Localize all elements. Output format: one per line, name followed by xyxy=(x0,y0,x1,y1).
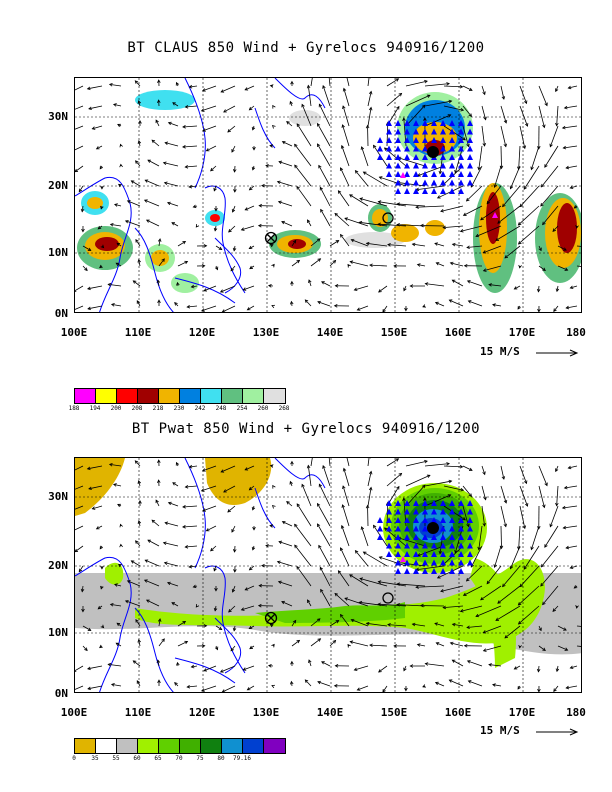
legend-swatch xyxy=(159,389,180,403)
panel-1-ylabel-30n: 30N xyxy=(48,110,68,123)
panel-2-xlabel-110e: 110E xyxy=(124,706,152,719)
panel-2-xlabel-170e: 170E xyxy=(508,706,536,719)
legend-swatch xyxy=(243,389,264,403)
panel-2-map xyxy=(74,457,582,693)
legend-swatch xyxy=(138,389,159,403)
legend-swatch xyxy=(117,389,138,403)
legend-tick-label: 248 xyxy=(215,405,227,412)
legend-tick-label: 65 xyxy=(154,755,162,762)
panel-1-ref-vector-label: 15 M/S xyxy=(480,345,520,358)
panel-2-ref-vector-arrow-icon xyxy=(536,728,579,736)
panel-1-xlabel-140e: 140E xyxy=(316,326,344,339)
legend-tick-label: 70 xyxy=(175,755,183,762)
panel-2-xlabel-140e: 140E xyxy=(316,706,344,719)
legend-swatch xyxy=(222,739,243,753)
legend-swatch xyxy=(201,389,222,403)
legend-swatch xyxy=(264,389,285,403)
panel-2-ref-vector-label: 15 M/S xyxy=(480,724,520,737)
legend-tick-label: 230 xyxy=(173,405,185,412)
legend-tick-label: 200 xyxy=(110,405,122,412)
legend-tick-label: 55 xyxy=(112,755,120,762)
panel-1-xlabel-120e: 120E xyxy=(188,326,216,339)
legend-tick-label: 260 xyxy=(257,405,269,412)
panel-1-ylabel-10n: 10N xyxy=(48,246,68,259)
panel-2-xlabel-120e: 120E xyxy=(188,706,216,719)
panel-2-ylabel-20n: 20N xyxy=(48,559,68,572)
legend-swatch xyxy=(180,739,201,753)
legend-tick-label: 60 xyxy=(133,755,141,762)
legend-tick-label: 79.16 xyxy=(232,755,252,762)
panel-2-ylabel-0n: 0N xyxy=(54,687,68,700)
legend-swatch xyxy=(96,739,117,753)
legend-swatch xyxy=(222,389,243,403)
panel-1-ylabel-20n: 20N xyxy=(48,179,68,192)
panel-1-color-legend xyxy=(74,388,286,404)
panel-1-xlabel-170e: 170E xyxy=(508,326,536,339)
panel-2-xlabel-160e: 160E xyxy=(444,706,472,719)
panel-2-title: BT Pwat 850 Wind + Gyrelocs 940916/1200 xyxy=(131,421,481,437)
panel-2-color-legend xyxy=(74,738,286,754)
legend-tick-label: 254 xyxy=(236,405,248,412)
panel-2-xlabel-180: 180 xyxy=(566,706,586,719)
legend-swatch xyxy=(96,389,117,403)
panel-2-ylabel-30n: 30N xyxy=(48,490,68,503)
panel-1-plot xyxy=(75,78,581,312)
legend-tick-label: 80 xyxy=(217,755,225,762)
legend-tick-label: 0 xyxy=(72,755,76,762)
panel-1-map xyxy=(74,77,582,313)
panel-2-plot xyxy=(75,458,581,692)
legend-swatch xyxy=(180,389,201,403)
panel-1-xlabel-150e: 150E xyxy=(380,326,408,339)
legend-tick-label: 194 xyxy=(89,405,101,412)
legend-tick-label: 242 xyxy=(194,405,206,412)
panel-1-xlabel-130e: 130E xyxy=(252,326,280,339)
panel-1-xlabel-160e: 160E xyxy=(444,326,472,339)
panel-2-xlabel-100e: 100E xyxy=(60,706,88,719)
panel-1-title: BT CLAUS 850 Wind + Gyrelocs 940916/1200 xyxy=(127,40,485,56)
panel-2-xlabel-130e: 130E xyxy=(252,706,280,719)
panel-1-ylabel-0n: 0N xyxy=(54,307,68,320)
legend-swatch xyxy=(201,739,222,753)
legend-swatch xyxy=(75,739,96,753)
panel-1-xlabel-100e: 100E xyxy=(60,326,88,339)
legend-swatch xyxy=(138,739,159,753)
panel-2-ylabel-10n: 10N xyxy=(48,626,68,639)
legend-tick-label: 188 xyxy=(68,405,80,412)
panel-2-xlabel-150e: 150E xyxy=(380,706,408,719)
legend-swatch xyxy=(243,739,264,753)
panel-1-xlabel-180: 180 xyxy=(566,326,586,339)
legend-tick-label: 268 xyxy=(278,405,290,412)
legend-swatch xyxy=(117,739,138,753)
legend-swatch xyxy=(159,739,180,753)
legend-tick-label: 208 xyxy=(131,405,143,412)
panel-1-xlabel-110e: 110E xyxy=(124,326,152,339)
panel-1-ref-vector-arrow-icon xyxy=(536,349,579,357)
legend-tick-label: 35 xyxy=(91,755,99,762)
legend-swatch xyxy=(264,739,285,753)
legend-swatch xyxy=(75,389,96,403)
legend-tick-label: 218 xyxy=(152,405,164,412)
legend-tick-label: 75 xyxy=(196,755,204,762)
